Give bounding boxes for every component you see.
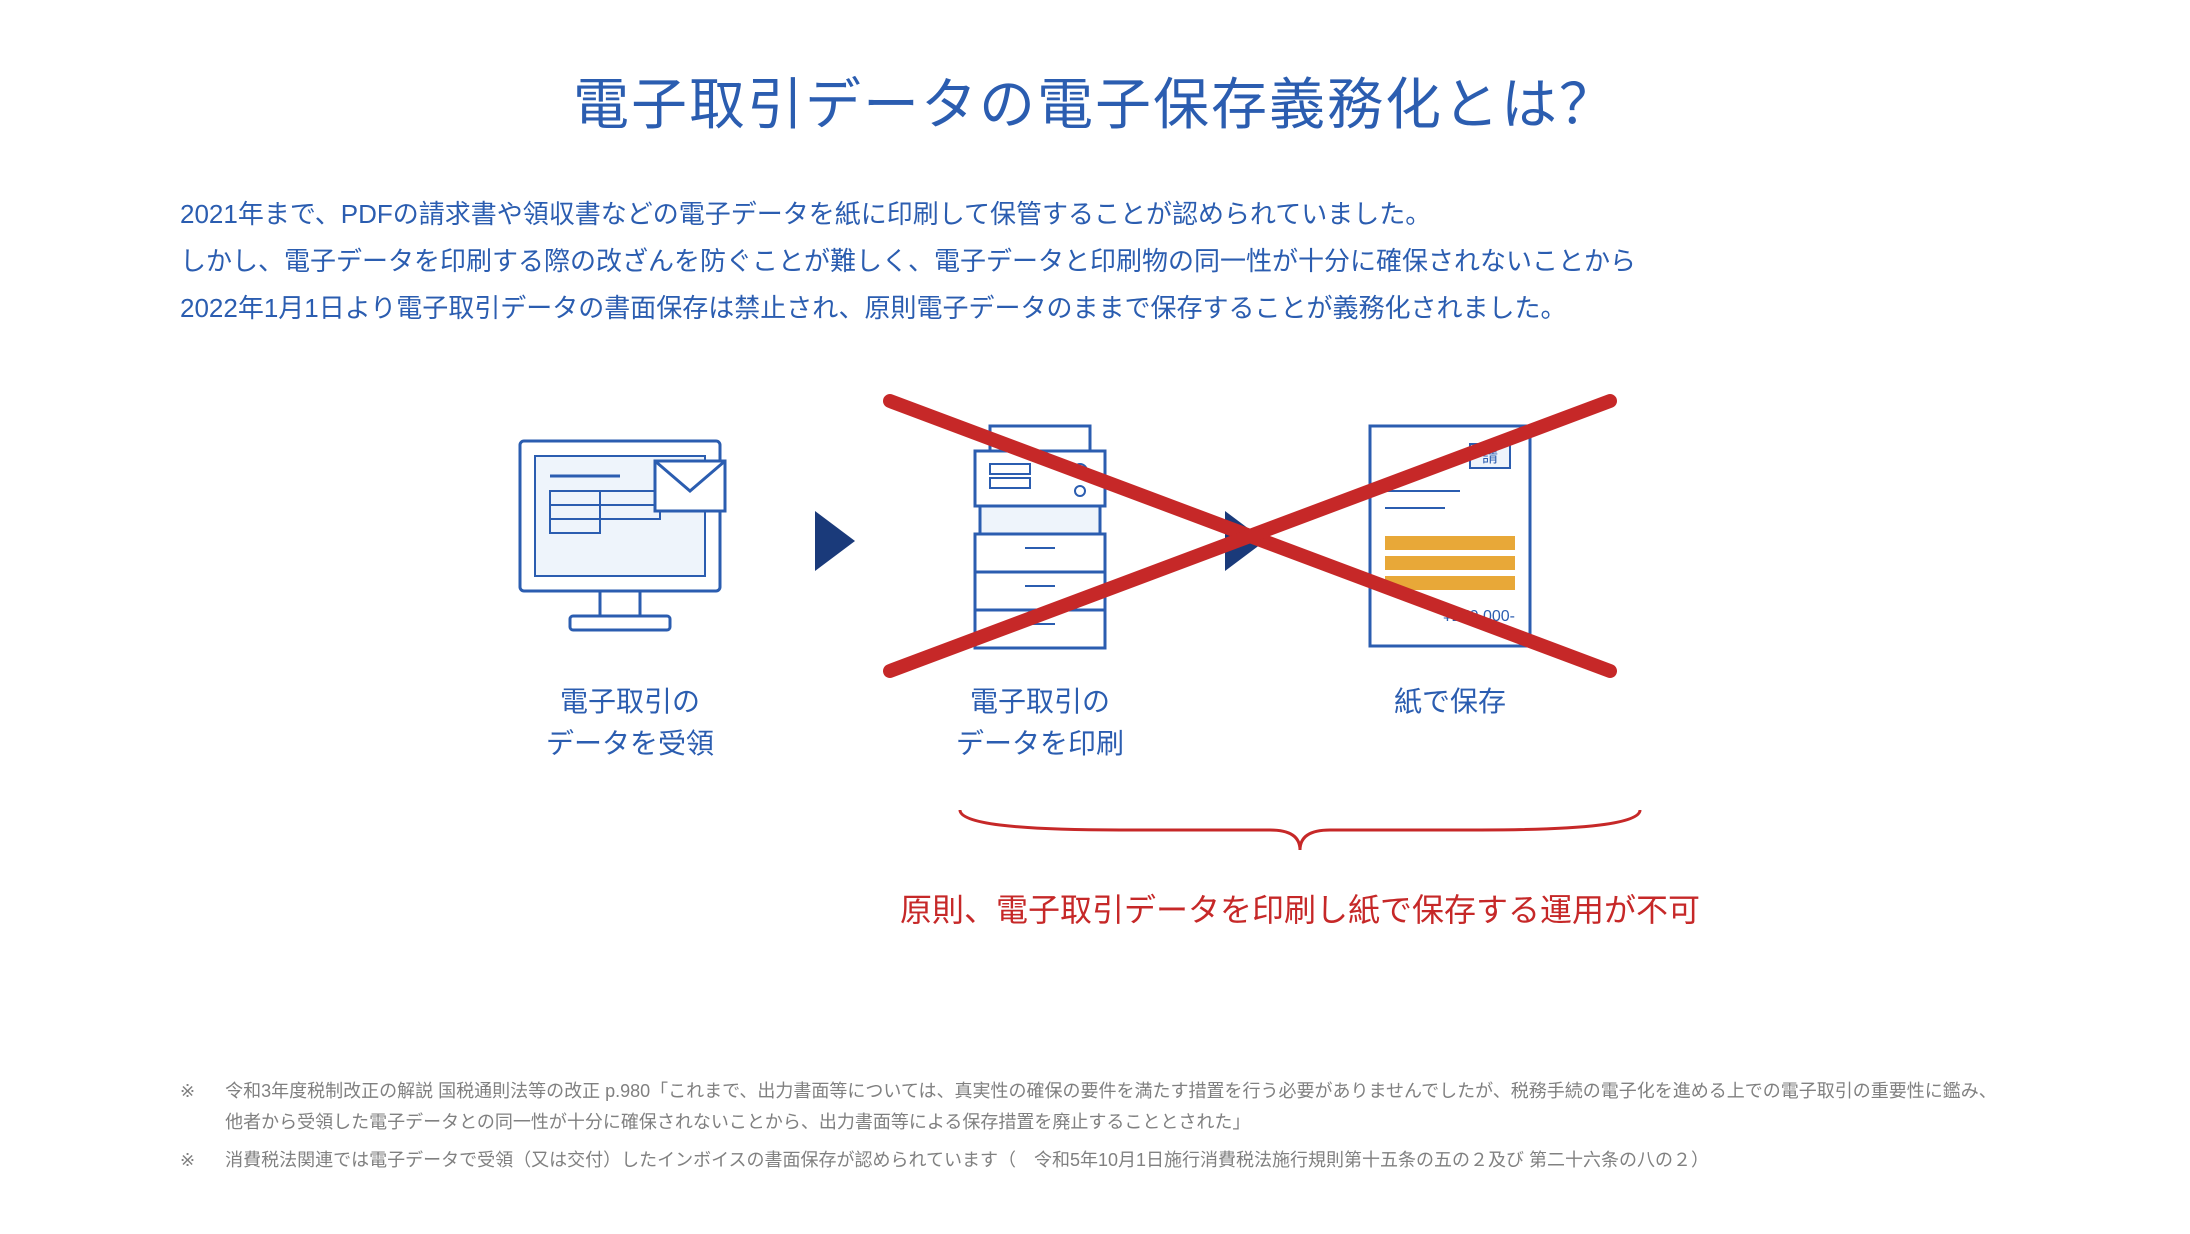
- footnote-row: ※ 消費税法関連では電子データで受領（又は交付）したインボイスの書面保存が認めら…: [180, 1145, 2010, 1176]
- step-print: 電子取引の データを印刷: [900, 411, 1180, 765]
- footnote-mark: ※: [180, 1145, 195, 1176]
- arrow-icon: [810, 411, 860, 671]
- desc-line-2: しかし、電子データを印刷する際の改ざんを防ぐことが難しく、電子データと印刷物の同…: [180, 246, 1636, 276]
- brace-icon: [940, 805, 1660, 855]
- step-receive: 電子取引の データを受領: [490, 411, 770, 765]
- arrow-icon: [1220, 411, 1270, 671]
- desc-line-1: 2021年まで、PDFの請求書や領収書などの電子データを紙に印刷して保管すること…: [180, 199, 1431, 229]
- step-receive-label: 電子取引の データを受領: [546, 681, 714, 765]
- printer-icon: [940, 411, 1140, 671]
- footnote-text: 消費税法関連では電子データで受領（又は交付）したインボイスの書面保存が認められて…: [225, 1145, 1709, 1176]
- footnotes: ※ 令和3年度税制改正の解説 国税通則法等の改正 p.980「これまで、出力書面…: [180, 1076, 2010, 1184]
- step-paper-label: 紙で保存: [1394, 681, 1506, 723]
- brace-annotation: 原則、電子取引データを印刷し紙で保存する運用が不可: [900, 805, 1700, 931]
- footnote-mark: ※: [180, 1076, 195, 1137]
- page-title: 電子取引データの電子保存義務化とは？: [180, 60, 2010, 141]
- desc-line-3: 2022年1月1日より電子取引データの書面保存は禁止され、原則電子データのままで…: [180, 293, 1567, 323]
- process-diagram: 電子取引の データを受領: [180, 411, 2010, 931]
- invoice-paper-icon: 請 ¥250,000-: [1350, 411, 1550, 671]
- footnote-text: 令和3年度税制改正の解説 国税通則法等の改正 p.980「これまで、出力書面等に…: [225, 1076, 2010, 1137]
- footnote-row: ※ 令和3年度税制改正の解説 国税通則法等の改正 p.980「これまで、出力書面…: [180, 1076, 2010, 1137]
- prohibition-caption: 原則、電子取引データを印刷し紙で保存する運用が不可: [900, 885, 1700, 931]
- invoice-amount: ¥250,000-: [1442, 608, 1515, 625]
- step-print-label: 電子取引の データを印刷: [956, 681, 1124, 765]
- computer-email-icon: [500, 411, 760, 671]
- prohibited-group: 電子取引の データを印刷 請: [900, 411, 1700, 931]
- step-paper: 請 ¥250,000- 紙で保存: [1310, 411, 1590, 723]
- invoice-heading: 請: [1482, 448, 1498, 466]
- description-paragraph: 2021年まで、PDFの請求書や領収書などの電子データを紙に印刷して保管すること…: [180, 191, 2010, 331]
